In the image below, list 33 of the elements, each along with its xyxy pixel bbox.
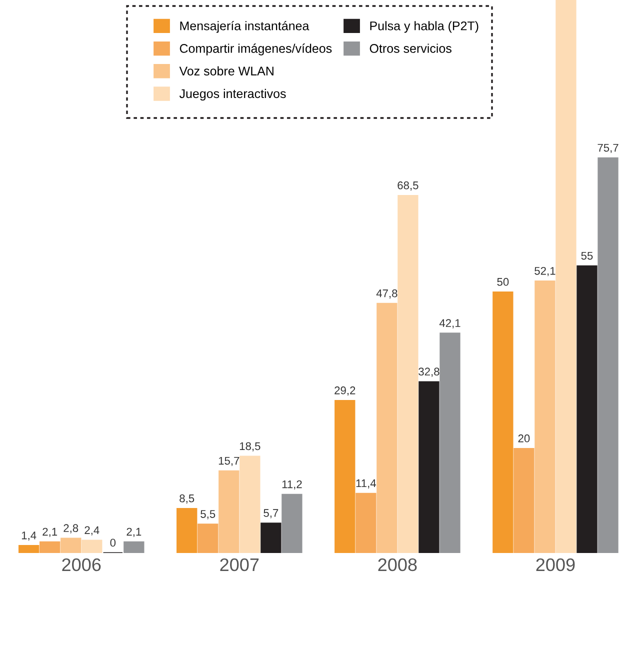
data-label: 50 — [497, 278, 509, 286]
legend-label: Pulsa y habla (P2T) — [370, 21, 478, 33]
data-label: 5,5 — [200, 510, 216, 520]
legend-label: Otros servicios — [370, 44, 452, 53]
legend-label: Mensajería instantánea — [180, 20, 310, 33]
data-label: 1,4 — [22, 532, 36, 541]
data-label: 11,4 — [356, 479, 376, 488]
data-label: 75,7 — [598, 144, 618, 154]
data-label: 32,8 — [418, 368, 440, 377]
data-label: 0 — [110, 538, 116, 547]
x-tick-label: 2008 — [378, 558, 417, 572]
data-label: 55 — [581, 252, 593, 260]
legend-label: Voz sobre WLAN — [179, 66, 274, 76]
data-label: 42,1 — [439, 319, 460, 328]
legend-label: Juegos interactivos — [179, 88, 286, 101]
data-label: 2,1 — [42, 528, 58, 537]
x-tick-label: 2009 — [536, 558, 575, 572]
data-label: 2,8 — [64, 524, 78, 534]
data-label: 8,5 — [180, 494, 194, 504]
x-tick-label: 2006 — [62, 558, 101, 572]
data-label: 29,2 — [334, 386, 356, 396]
data-label: 11,2 — [282, 480, 302, 490]
x-tick-label: 2007 — [220, 558, 259, 572]
legend-label: Compartir imágenes/vídeos — [180, 44, 332, 56]
data-label: 20 — [518, 434, 530, 442]
data-label: 52,1 — [534, 266, 556, 276]
data-label: 2,4 — [84, 526, 100, 536]
data-label: 47,8 — [376, 289, 398, 299]
data-label: 15,7 — [218, 456, 240, 466]
data-label: 18,5 — [240, 442, 260, 452]
data-label: 2,1 — [126, 528, 142, 537]
data-label: 68,5 — [398, 181, 418, 191]
data-label: 5,7 — [264, 509, 278, 518]
